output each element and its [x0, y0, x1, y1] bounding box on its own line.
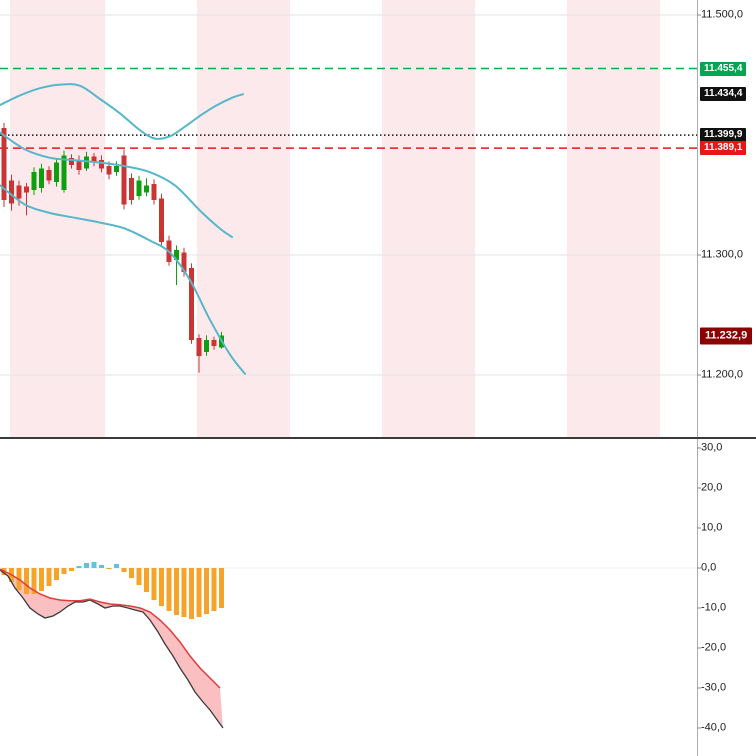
candle-body	[39, 168, 44, 188]
histogram-bar	[31, 568, 37, 594]
histogram-bar	[204, 568, 209, 614]
bollinger-lower-line	[0, 184, 246, 375]
candle-body	[136, 180, 142, 197]
histogram-bar	[84, 563, 89, 568]
candle-body	[84, 156, 89, 169]
histogram-bar	[189, 568, 194, 619]
histogram-bar	[76, 566, 82, 568]
candle-body	[114, 166, 119, 173]
histogram-bar	[99, 565, 104, 568]
histogram-bar	[196, 568, 202, 617]
histogram-bar	[24, 568, 29, 594]
candle-body	[76, 160, 82, 170]
candle-body	[91, 156, 97, 163]
macd-signal-fill	[0, 569, 223, 728]
candle-body	[151, 184, 157, 200]
macd-line	[0, 569, 224, 729]
histogram-bar	[114, 564, 119, 568]
candle-body	[129, 178, 134, 200]
histogram-bar	[166, 568, 172, 611]
candle-body	[196, 337, 202, 356]
bollinger-upper-line	[0, 83, 244, 140]
candle-body	[1, 127, 7, 200]
candle-body	[121, 155, 127, 205]
candle-body	[16, 185, 22, 199]
histogram-bar	[69, 568, 74, 571]
candle-body	[174, 250, 179, 260]
candle-body	[9, 180, 14, 204]
candle-body	[159, 198, 164, 242]
candle-body	[106, 166, 112, 175]
histogram-bar	[174, 568, 179, 615]
candle-body	[99, 160, 104, 169]
histogram-bar	[39, 568, 44, 591]
candle-body	[189, 268, 194, 341]
bollinger-middle-line	[0, 131, 233, 238]
candle-body	[31, 172, 37, 191]
session-band	[10, 0, 105, 437]
histogram-bar	[144, 568, 149, 592]
candle-body	[69, 157, 74, 165]
histogram-bar	[151, 568, 157, 600]
histogram-bar	[61, 568, 67, 574]
histogram-bar	[54, 568, 59, 580]
session-band	[197, 0, 290, 437]
candle-body	[61, 155, 67, 191]
candle-body	[46, 169, 52, 181]
candle-body	[54, 162, 59, 182]
histogram-bar	[106, 568, 112, 569]
histogram-bar	[159, 568, 164, 606]
histogram-bar	[181, 568, 187, 617]
candle-body	[144, 185, 149, 193]
panel-separator[interactable]	[0, 437, 756, 439]
histogram-bar	[91, 562, 97, 568]
histogram-bar	[46, 568, 52, 586]
histogram-bar	[136, 568, 142, 585]
candle-body	[24, 186, 29, 193]
candle-body	[204, 340, 209, 353]
histogram-bar	[219, 568, 224, 608]
histogram-bar	[129, 568, 134, 578]
candle-body	[181, 252, 187, 272]
candle-body	[211, 340, 217, 347]
histogram-bar	[121, 568, 127, 572]
histogram-bar	[211, 568, 217, 611]
session-band	[567, 0, 660, 437]
signal-line	[0, 568, 221, 689]
session-band	[382, 0, 475, 437]
